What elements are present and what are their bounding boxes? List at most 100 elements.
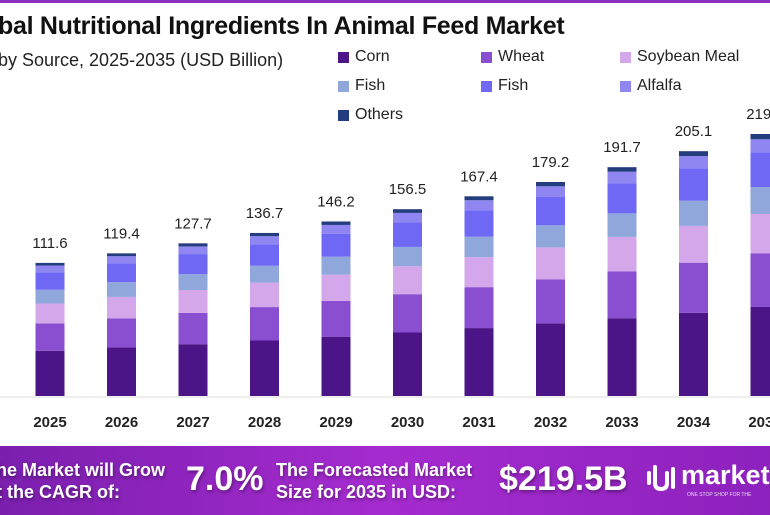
bar-segment-wheat-2029 <box>321 300 351 337</box>
bar-segment-fish-2029 <box>321 233 351 257</box>
bar-segment-fish-2025 <box>35 272 65 290</box>
bar-segment-fish-2026 <box>107 282 136 297</box>
bar-segment-wheat-2033 <box>607 271 637 319</box>
bar-segment-soybean-meal-2028 <box>250 282 279 308</box>
bar-segment-soybean-meal-2031 <box>464 257 494 288</box>
bar-segment-others-2026 <box>107 253 136 257</box>
x-tick-label-2028: 2028 <box>248 414 281 431</box>
bar-segment-fish-2034 <box>679 200 708 226</box>
legend-swatch <box>481 51 492 63</box>
bar-segment-others-2034 <box>679 151 708 157</box>
legend-label: Fish <box>498 77 529 94</box>
bar-segment-soybean-meal-2026 <box>107 296 136 319</box>
logo-mark-icon <box>647 464 675 491</box>
bar-segment-corn-2029 <box>321 336 351 396</box>
stacked-bar-chart: 111.6 2025 119.4 2026 127.7 2027 136.7 2028 146.… <box>0 106 770 431</box>
legend-swatch <box>338 80 349 92</box>
bar-segment-alfalfa-2030 <box>393 212 422 223</box>
data-label-2026: 119.4 <box>103 225 139 242</box>
bar-segment-fish-2029 <box>321 256 351 275</box>
legend-label: Others <box>355 106 404 123</box>
x-tick-label-2031: 2031 <box>462 414 495 431</box>
data-label-2029: 146.2 <box>317 193 355 210</box>
cagr-label-line1: he Market will Grow <box>0 460 166 480</box>
brand-logo: market ONE STOP SHOP FOR THE <box>645 460 770 498</box>
forecast-label: The Forecasted Market Size for 2035 in US… <box>276 459 472 503</box>
data-label-2035: 219.5 <box>746 106 770 123</box>
bar-segment-fish-2030 <box>393 222 422 247</box>
data-label-2032: 179.2 <box>532 154 570 171</box>
bar-segment-corn-2028 <box>250 340 279 396</box>
bar-segment-wheat-2034 <box>679 262 708 313</box>
bar-segment-corn-2026 <box>107 347 136 396</box>
bar-segment-others-2030 <box>393 209 422 213</box>
bar-segment-soybean-meal-2025 <box>35 303 65 324</box>
bar-segment-soybean-meal-2033 <box>607 236 637 272</box>
chart-subtitle: by Source, 2025-2035 (USD Billion) <box>0 50 284 70</box>
x-tick-label-2033: 2033 <box>605 414 638 431</box>
cagr-value: 7.0% <box>186 460 264 498</box>
bar-segment-wheat-2032 <box>536 279 565 324</box>
bar-segment-fish-2032 <box>536 197 565 226</box>
data-label-2033: 191.7 <box>603 139 641 156</box>
x-tick-label-2026: 2026 <box>105 414 138 431</box>
bar-segment-soybean-meal-2029 <box>321 274 351 301</box>
bar-segment-corn-2031 <box>464 328 494 396</box>
legend-label: Wheat <box>498 48 545 65</box>
bar-segment-fish-2027 <box>178 274 208 291</box>
bar-segment-alfalfa-2031 <box>464 200 494 211</box>
legend-label: Soybean Meal <box>637 48 740 65</box>
bar-segment-fish-2031 <box>464 236 494 258</box>
legend-swatch <box>620 80 631 92</box>
logo-text: market <box>681 460 770 490</box>
bar-segment-soybean-meal-2027 <box>178 290 208 313</box>
legend-item-corn: Corn <box>338 48 390 66</box>
bar-segment-others-2032 <box>536 181 565 187</box>
legend-label: Alfalfa <box>637 77 682 94</box>
bar-segment-alfalfa-2034 <box>679 156 708 169</box>
bar-segment-alfalfa-2028 <box>250 236 279 245</box>
bar-segment-others-2025 <box>35 262 65 266</box>
x-tick-label-2027: 2027 <box>176 414 209 431</box>
legend-label: Fish <box>355 77 386 94</box>
bar-segment-soybean-meal-2034 <box>679 225 708 263</box>
legend-swatch <box>338 109 349 121</box>
legend-item-alfalfa: Alfalfa <box>620 77 681 95</box>
bar-segment-fish-2026 <box>107 263 136 283</box>
bar-segment-others-2033 <box>607 167 637 172</box>
bar-segment-wheat-2030 <box>393 294 422 333</box>
bar-segment-others-2029 <box>321 221 351 225</box>
bar-segment-fish-2028 <box>250 244 279 266</box>
bar-segment-alfalfa-2033 <box>607 171 637 184</box>
bar-segment-alfalfa-2029 <box>321 224 351 234</box>
chart-title: bal Nutritional Ingredients In Animal Fe… <box>0 12 565 40</box>
x-tick-label-2035: 2035 <box>748 414 770 431</box>
bar-segment-alfalfa-2026 <box>107 256 136 264</box>
legend-item-others: Others <box>338 106 403 124</box>
data-label-2028: 136.7 <box>246 205 284 222</box>
bar-segment-fish-2035 <box>750 152 770 187</box>
legend-item-fish: Fish <box>338 77 385 95</box>
x-tick-label-2025: 2025 <box>33 414 66 431</box>
data-label-2027: 127.7 <box>174 215 212 232</box>
bar-segment-fish-2032 <box>536 225 565 248</box>
forecast-label-line2: Size for 2035 in USD: <box>276 482 457 502</box>
legend-swatch <box>620 51 631 63</box>
legend-item-wheat: Wheat <box>481 48 544 66</box>
bar-segment-others-2035 <box>750 134 770 140</box>
legend-swatch <box>481 80 492 92</box>
data-label-2025: 111.6 <box>32 235 67 252</box>
cagr-label: he Market will Grow t the CAGR of: <box>0 459 165 503</box>
bar-segment-corn-2034 <box>679 312 708 396</box>
bar-segment-others-2028 <box>250 232 279 237</box>
bar-segment-wheat-2035 <box>750 253 770 307</box>
bar-segment-fish-2031 <box>464 210 494 237</box>
legend-label: Corn <box>355 48 390 65</box>
legend-item-fish-2: Fish <box>481 77 528 95</box>
bar-segment-wheat-2028 <box>250 307 279 341</box>
bar-segment-fish-2027 <box>178 254 208 275</box>
bar-segment-fish-2025 <box>35 289 65 304</box>
forecast-label-line1: The Forecasted Market <box>276 460 473 480</box>
bar-segment-fish-2028 <box>250 265 279 283</box>
bar-segment-soybean-meal-2032 <box>536 247 565 280</box>
